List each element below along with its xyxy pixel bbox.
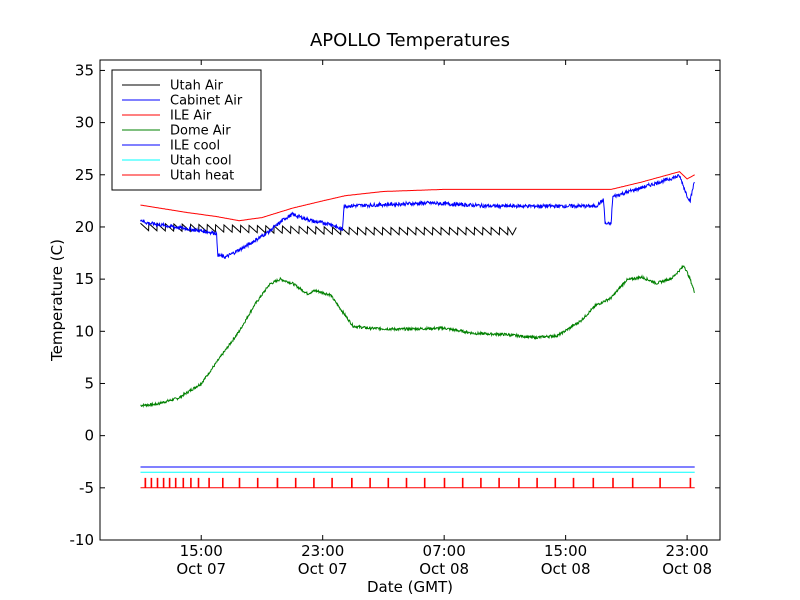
x-tick-label-time: 15:00 (180, 542, 223, 560)
legend-label: ILE cool (170, 139, 220, 154)
x-axis-label: Date (GMT) (367, 578, 453, 596)
y-tick-label: -5 (79, 479, 94, 497)
y-tick-label: 10 (75, 322, 94, 340)
y-tick-label: -10 (70, 531, 95, 549)
series-line-dome-air (140, 264, 695, 409)
x-tick-label-date: Oct 08 (662, 560, 712, 578)
x-tick-label-date: Oct 08 (419, 560, 469, 578)
y-axis: -10 -5 0 5 10 15 20 25 30 35 (70, 61, 720, 549)
y-tick-label: 5 (84, 374, 94, 392)
x-tick-label-time: 23:00 (301, 542, 344, 560)
legend-label: ILE Air (170, 109, 212, 124)
plot-frame (99, 59, 721, 541)
y-tick-label: 20 (75, 218, 94, 236)
y-axis-label: Temperature (C) (48, 239, 66, 362)
series-line-utah-heat (140, 477, 695, 489)
series-line-utah-air (140, 222, 517, 236)
legend-label: Utah heat (170, 169, 234, 184)
legend-label: Utah cool (170, 154, 232, 169)
x-tick-label-time: 07:00 (423, 542, 466, 560)
legend-label: Cabinet Air (170, 94, 243, 109)
x-tick-label-date: Oct 07 (298, 560, 348, 578)
chart-title: APOLLO Temperatures (310, 30, 510, 51)
x-tick-label-date: Oct 08 (541, 560, 591, 578)
y-tick-label: 0 (84, 427, 94, 445)
series-line-cabinet-air (140, 174, 695, 259)
legend-label: Dome Air (170, 124, 231, 139)
y-tick-label: 30 (75, 114, 94, 132)
y-tick-label: 35 (75, 61, 94, 79)
x-tick-label-time: 15:00 (544, 542, 587, 560)
x-tick-label-date: Oct 07 (176, 560, 226, 578)
series-layer (140, 171, 695, 489)
series-line-ile-air (140, 171, 695, 222)
y-tick-label: 15 (75, 270, 94, 288)
plot-area (140, 171, 695, 489)
legend-label: Utah Air (170, 79, 223, 94)
x-tick-label-time: 23:00 (665, 542, 708, 560)
y-tick-label: 25 (75, 166, 94, 184)
